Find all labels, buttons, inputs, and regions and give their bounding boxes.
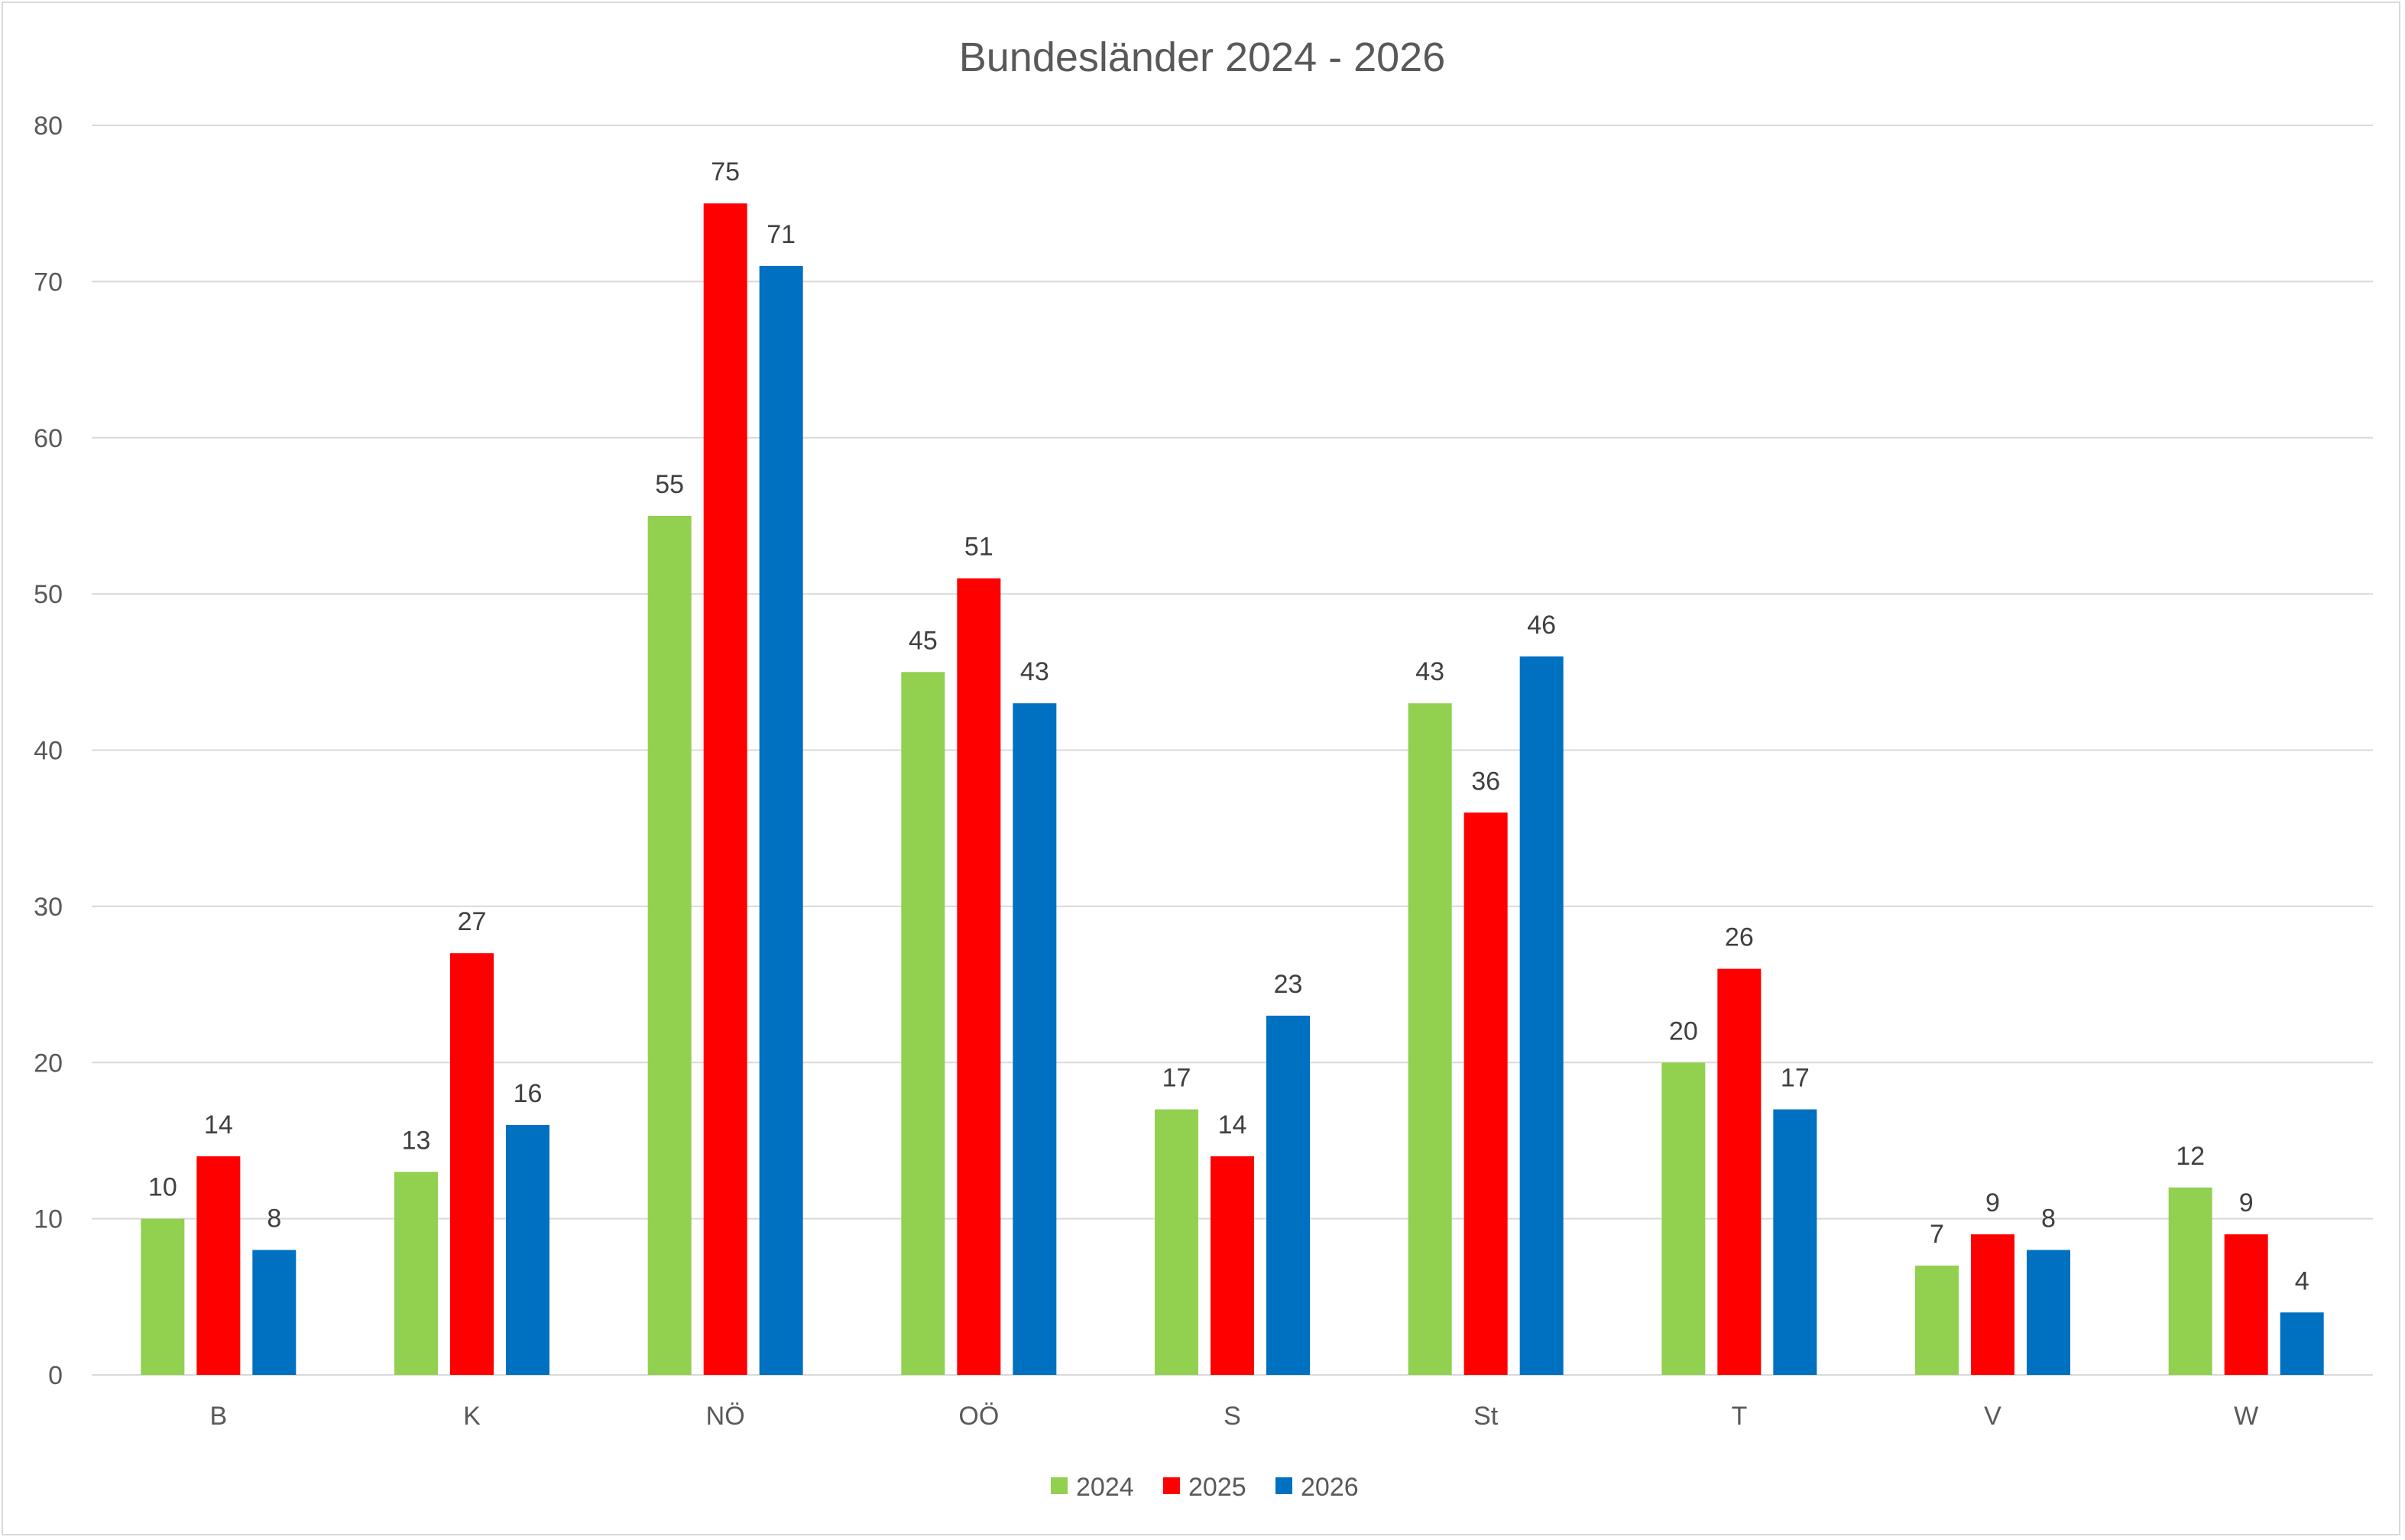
y-tick-label: 50 [34,580,63,609]
bar-2024-B [141,1218,185,1375]
bar-2026-St [1519,656,1564,1375]
bar-2024-W [2168,1187,2212,1375]
bar-2025-B [196,1156,241,1375]
y-tick-label: 60 [34,424,63,453]
data-label: 13 [402,1126,431,1155]
bar-2025-NÖ [703,203,747,1375]
legend-label: 2024 [1076,1473,1134,1502]
bar-2025-V [1971,1234,2014,1375]
x-tick-label: OÖ [958,1402,999,1431]
data-label: 43 [1020,657,1049,686]
bar-2024-NÖ [647,515,692,1375]
data-label: 17 [1781,1064,1810,1093]
bar-2025-St [1463,812,1508,1375]
bar-2026-T [1773,1109,1817,1375]
bars [141,203,2324,1375]
bar-2024-OÖ [901,672,945,1375]
data-label: 4 [2295,1266,2309,1295]
bar-2025-S [1211,1156,1254,1375]
chart-title: Bundesländer 2024 - 2026 [959,34,1446,80]
bar-2024-T [1661,1062,1706,1375]
y-axis: 0 10 20 30 40 50 60 70 80 [34,112,63,1390]
y-tick-label: 0 [48,1361,63,1390]
data-label: 10 [148,1173,177,1202]
data-label: 16 [514,1079,543,1108]
data-label: 46 [1527,611,1556,640]
y-tick-label: 10 [34,1205,63,1234]
y-tick-label: 20 [34,1049,63,1078]
data-label: 51 [964,533,993,562]
x-tick-label: K [463,1402,481,1431]
legend-label: 2026 [1301,1473,1359,1502]
data-label: 8 [2041,1204,2056,1234]
bar-2026-V [2027,1250,2070,1375]
data-label: 7 [1930,1220,1944,1249]
x-tick-label: B [209,1402,227,1431]
bar-2026-B [252,1250,297,1375]
bar-2024-St [1408,703,1452,1375]
data-label: 71 [767,220,796,249]
data-label: 27 [458,907,487,936]
bar-2024-V [1915,1265,1959,1375]
bar-2026-W [2280,1312,2324,1375]
x-axis: B K NÖ OÖ S St T V W [209,1402,2258,1431]
data-label: 23 [1274,970,1303,999]
x-tick-label: NÖ [706,1402,745,1431]
bar-2024-S [1155,1109,1198,1375]
y-tick-label: 30 [34,893,63,922]
bar-2025-OÖ [957,578,1001,1375]
data-label: 17 [1162,1064,1191,1093]
bar-2025-T [1717,968,1762,1375]
y-tick-label: 80 [34,112,63,141]
legend-swatch-2026 [1275,1477,1292,1494]
bar-2025-K [450,953,494,1375]
x-tick-label: St [1473,1402,1499,1431]
legend-swatch-2025 [1163,1477,1180,1494]
data-label: 8 [267,1204,281,1234]
data-label: 55 [655,470,684,499]
x-tick-label: W [2234,1402,2258,1431]
x-tick-label: V [1984,1402,2001,1431]
data-label: 20 [1669,1016,1698,1046]
x-tick-label: S [1224,1402,1241,1431]
bar-2026-S [1266,1015,1310,1375]
y-tick-label: 70 [34,267,63,297]
bar-2026-NÖ [759,265,803,1375]
data-label: 14 [1218,1110,1247,1140]
data-label: 12 [2176,1142,2205,1171]
data-label: 14 [204,1110,233,1140]
legend: 2024 2025 2026 [1051,1473,1359,1502]
data-label: 9 [2239,1188,2254,1217]
bar-2026-OÖ [1013,703,1057,1375]
data-label: 45 [909,626,938,655]
bar-2026-K [506,1125,549,1375]
data-labels: 10 14 8 13 27 16 55 75 71 45 51 43 17 14 23 43 36 46 20 26 1… [148,157,2309,1295]
data-label: 9 [1985,1188,2000,1217]
x-tick-label: T [1731,1402,1747,1431]
legend-swatch-2024 [1051,1477,1068,1494]
legend-label: 2025 [1188,1473,1246,1502]
bar-2025-W [2224,1234,2268,1375]
data-label: 75 [711,157,740,186]
data-label: 36 [1471,767,1500,796]
bar-2024-K [394,1172,438,1375]
data-label: 43 [1415,657,1444,686]
y-tick-label: 40 [34,737,63,766]
data-label: 26 [1725,923,1754,952]
